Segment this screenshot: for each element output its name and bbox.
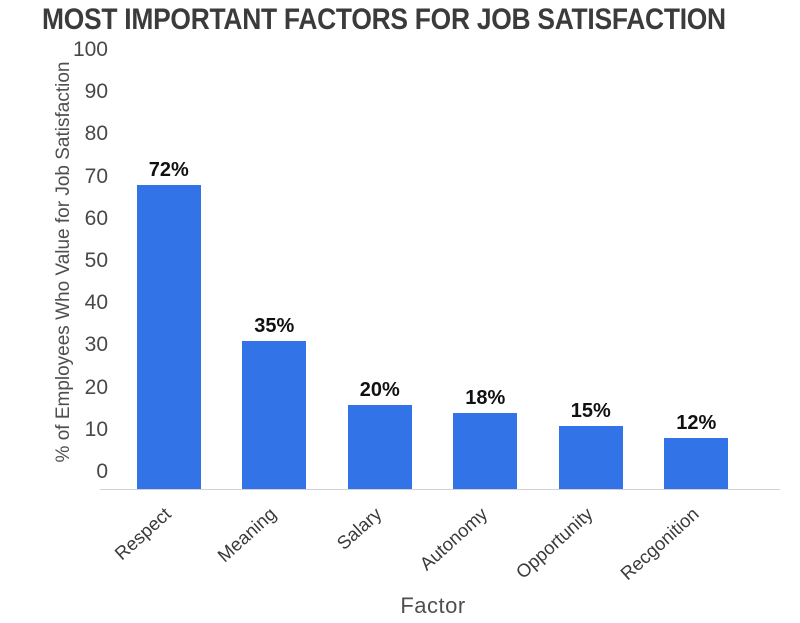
bar-recgonition [664, 438, 729, 489]
bar-value-label: 15% [570, 399, 611, 422]
chart-title: MOST IMPORTANT FACTORS FOR JOB SATISFACT… [42, 3, 726, 36]
x-tick-label: Autonomy [415, 503, 492, 575]
bar-respect [136, 185, 201, 489]
y-tick-label: 100 [72, 38, 108, 61]
bar-value-label: 18% [465, 387, 506, 410]
y-tick-label: 70 [84, 164, 108, 188]
x-tick-label: Opportunity [511, 503, 597, 583]
y-tick-label: 80 [84, 122, 108, 146]
bar-value-label: 20% [359, 378, 400, 401]
bar-autonomy [453, 413, 518, 489]
y-tick-label: 20 [84, 375, 108, 399]
y-tick-label: 0 [96, 460, 108, 483]
bar-opportunity [558, 425, 623, 489]
y-tick-label: 30 [84, 333, 108, 357]
bar-meaning [242, 341, 307, 489]
x-tick-label: Meaning [213, 503, 281, 567]
bar-value-label: 12% [676, 412, 717, 435]
x-tick-label: Recgonition [615, 503, 703, 584]
bar-value-label: 35% [254, 315, 295, 338]
bar-value-label: 72% [148, 159, 189, 182]
x-axis-title: Factor [400, 593, 466, 618]
x-tick-label: Salary [332, 503, 386, 554]
x-axis-line [100, 489, 780, 490]
y-tick-label: 10 [84, 417, 108, 441]
x-tick-label: Respect [110, 503, 175, 565]
y-tick-label: 40 [84, 291, 108, 315]
bar-salary [347, 404, 412, 489]
y-tick-label: 50 [84, 249, 108, 272]
y-tick-label: 90 [84, 80, 108, 104]
y-tick-label: 60 [84, 206, 108, 230]
